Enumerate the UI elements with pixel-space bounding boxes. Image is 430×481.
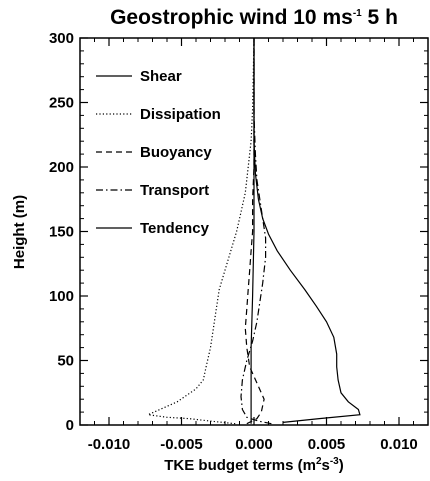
legend: Shear Dissipation Buoyancy Transport Tendenc… [96, 68, 221, 237]
series-line-shear [253, 38, 361, 423]
legend-label-shear: Shear [140, 68, 182, 85]
x-tick-label: -0.010 [88, 436, 131, 453]
x-label-sup1: 2 [316, 456, 322, 467]
y-tick-label: 0 [66, 417, 74, 434]
x-label-main: TKE budget terms (m [164, 457, 316, 474]
x-label-mid: s [322, 457, 330, 474]
y-tick-label: 250 [49, 95, 74, 112]
y-tick-label: 300 [49, 30, 74, 47]
legend-label-buoyancy: Buoyancy [140, 144, 212, 161]
y-tick-label: 150 [49, 224, 74, 241]
y-tick-label: 200 [49, 159, 74, 176]
series-line-tendency [250, 38, 255, 424]
y-tick-label: 50 [57, 353, 74, 370]
title-main: Geostrophic wind 10 ms [110, 6, 353, 29]
x-label-sup2: -3 [330, 456, 339, 467]
x-axis-ticks: -0.010 -0.005 0.000 0.005 0.010 [88, 38, 418, 453]
series-line-dissipation [146, 37, 255, 425]
x-tick-label: 0.010 [380, 436, 418, 453]
chart-title: Geostrophic wind 10 ms-1 5 h [110, 6, 398, 29]
series-line-buoyancy [244, 38, 265, 425]
series-layer [146, 37, 361, 425]
y-axis-label: Height (m) [11, 195, 28, 269]
x-axis-label: TKE budget terms (m2s-3) [164, 456, 344, 474]
x-tick-label: 0.000 [235, 436, 273, 453]
x-tick-label: -0.005 [160, 436, 203, 453]
legend-label-tendency: Tendency [140, 220, 210, 237]
x-label-tail: ) [339, 457, 344, 474]
y-tick-label: 100 [49, 288, 74, 305]
series-line-transport [240, 38, 272, 425]
legend-label-transport: Transport [140, 182, 209, 199]
y-axis-ticks: 0 50 100 150 200 250 300 [49, 30, 428, 434]
x-tick-label: 0.005 [308, 436, 346, 453]
legend-label-dissipation: Dissipation [140, 106, 221, 123]
title-tail: 5 h [362, 6, 398, 29]
title-superscript: -1 [353, 8, 362, 19]
